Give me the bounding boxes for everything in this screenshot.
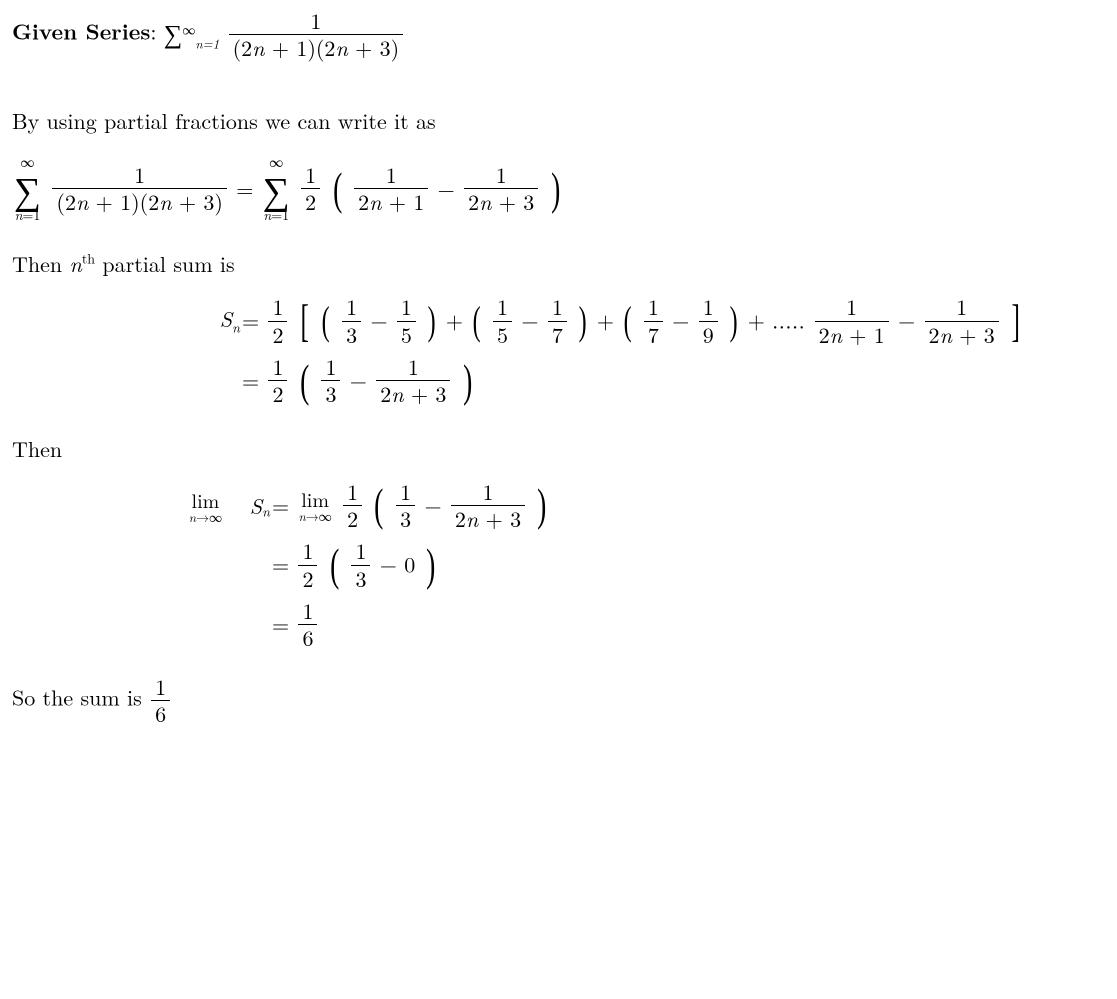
- pf-term-b: 1 2n + 3: [464, 162, 538, 216]
- para-then: Then: [12, 434, 1105, 465]
- para-partial-fractions: By using partial fractions we can write …: [12, 106, 1105, 137]
- sum-left: ∞ ∑ n=1: [14, 155, 41, 224]
- lhs-fraction: 1 (2n + 1)(2n + 3): [52, 162, 227, 216]
- sum-inline-lower: n=1: [195, 34, 219, 53]
- sigma-inline: ∑: [164, 14, 183, 51]
- given-series-line: Given Series: ∑∞n=1 1 (2n + 1)(2n + 3): [12, 8, 1105, 62]
- lim-row-1: lim n→∞ Sn = lim n→∞ 12 ( 13 − 1 2n + 3 …: [12, 479, 1105, 533]
- lim-left: lim n→∞: [189, 490, 222, 523]
- conclusion-line: So the sum is 1 6: [12, 674, 1105, 728]
- lim-row-3: = 1 6: [12, 598, 1105, 652]
- sn-equation-block: Sn = 12 [ ( 13 − 15 ) + ( 15 − 17 ) + ( …: [12, 294, 1105, 408]
- lim-row-2: = 12 ( 13 − 0 ): [12, 538, 1105, 592]
- main-frac-den: (2n + 1)(2n + 3): [229, 35, 404, 61]
- main-fraction: 1 (2n + 1)(2n + 3): [229, 8, 404, 62]
- dots: .....: [772, 305, 805, 336]
- sum-inline: ∑∞n=1: [164, 20, 220, 49]
- sn-lhs: Sn: [12, 304, 240, 338]
- para-nth-partial: Then nth partial sum is: [12, 249, 1105, 280]
- sn-row-1: Sn = 12 [ ( 13 − 15 ) + ( 15 − 17 ) + ( …: [12, 294, 1105, 348]
- sn-row-2: = 12 ( 13 − 1 2n + 3 ): [12, 354, 1105, 408]
- given-label: Given Series: [12, 16, 150, 47]
- final-result: 1 6: [151, 674, 170, 728]
- half-2: 12: [268, 294, 287, 348]
- limit-equation-block: lim n→∞ Sn = lim n→∞ 12 ( 13 − 1 2n + 3 …: [12, 479, 1105, 652]
- main-frac-num: 1: [229, 8, 404, 35]
- zero: 0: [404, 549, 415, 580]
- lim-right: lim n→∞: [298, 489, 331, 522]
- equals-1: =: [236, 173, 260, 204]
- sum-right: ∞ ∑ n=1: [263, 155, 290, 224]
- tele-last-a: 1 2n + 1: [815, 294, 889, 348]
- partial-fraction-equation: ∞ ∑ n=1 1 (2n + 1)(2n + 3) = ∞ ∑ n=1 1 2…: [12, 155, 1105, 224]
- pf-term-a: 1 2n + 1: [354, 162, 428, 216]
- result-fraction: 1 6: [298, 598, 317, 652]
- colon: :: [150, 16, 163, 47]
- tele-last-b: 1 2n + 3: [925, 294, 999, 348]
- sum-inline-upper: ∞: [182, 20, 195, 39]
- half-1: 1 2: [301, 162, 320, 216]
